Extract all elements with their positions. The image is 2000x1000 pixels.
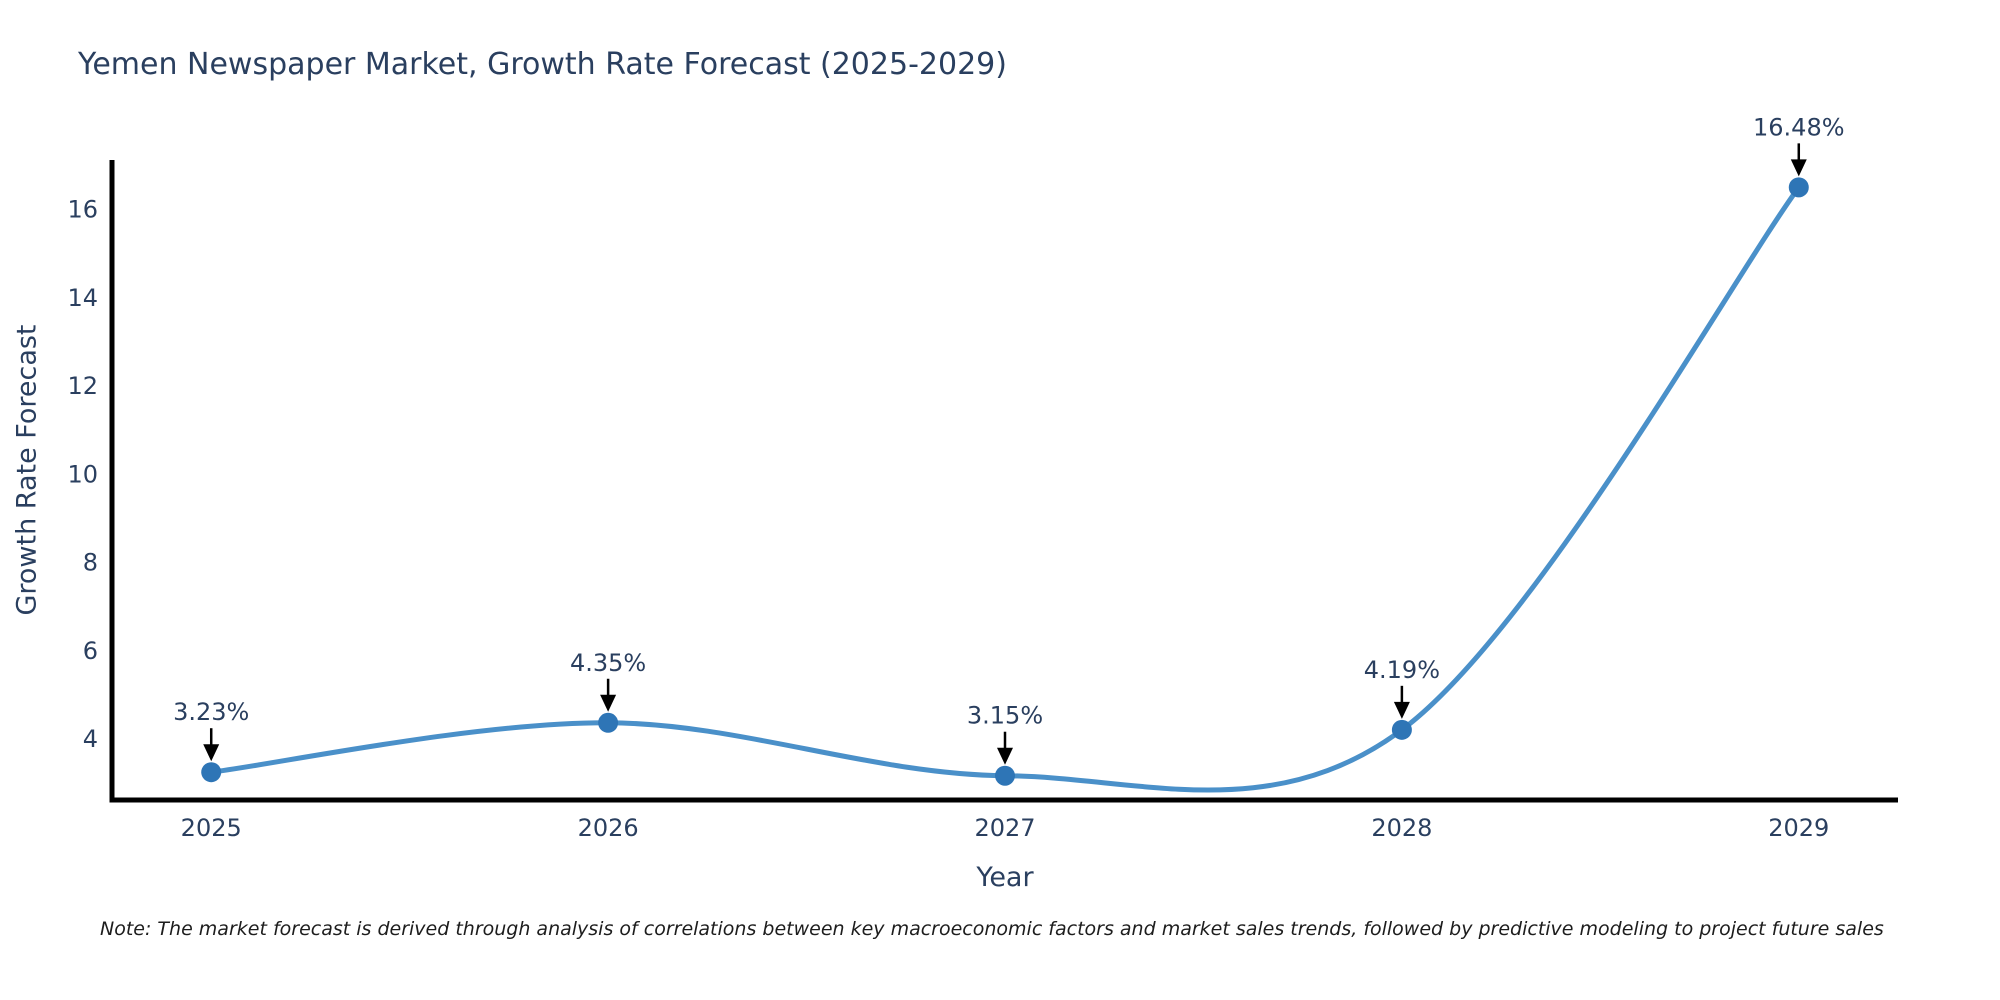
annotation-arrowhead-icon [997,747,1013,765]
data-point-marker[interactable] [598,712,619,733]
point-annotation-label: 4.19% [1364,656,1440,684]
y-tick-label: 12 [67,372,98,400]
forecast-line [210,185,1801,793]
x-tick-label: 2029 [1768,814,1829,842]
x-tick-label: 2028 [1371,814,1432,842]
x-tick-label: 2027 [974,814,1035,842]
point-annotation-label: 16.48% [1753,113,1845,141]
x-tick-label: 2026 [578,814,639,842]
annotation-arrowhead-icon [203,744,220,762]
x-axis-title: Year [976,862,1034,893]
chart-title: Yemen Newspaper Market, Growth Rate Fore… [78,47,1007,82]
data-point-marker[interactable] [201,762,222,783]
y-tick-label: 8 [83,549,98,577]
y-tick-label: 14 [67,284,98,312]
y-tick-label: 4 [83,725,98,753]
y-tick-label: 10 [67,460,98,488]
point-annotation-label: 3.23% [173,698,249,726]
data-point-marker[interactable] [995,765,1015,786]
annotation-arrowhead-icon [1393,701,1410,719]
annotation-arrowhead-icon [1790,159,1807,177]
data-point-marker[interactable] [1788,177,1809,198]
chart-footnote: Note: The market forecast is derived thr… [100,918,1884,940]
y-tick-label: 6 [83,637,98,665]
y-tick-label: 16 [67,196,98,224]
data-point-marker[interactable] [1391,719,1412,740]
point-annotation-label: 4.35% [570,649,646,677]
annotation-arrowhead-icon [600,694,617,712]
x-tick-label: 2025 [181,814,242,842]
point-annotation-label: 3.15% [967,702,1043,730]
